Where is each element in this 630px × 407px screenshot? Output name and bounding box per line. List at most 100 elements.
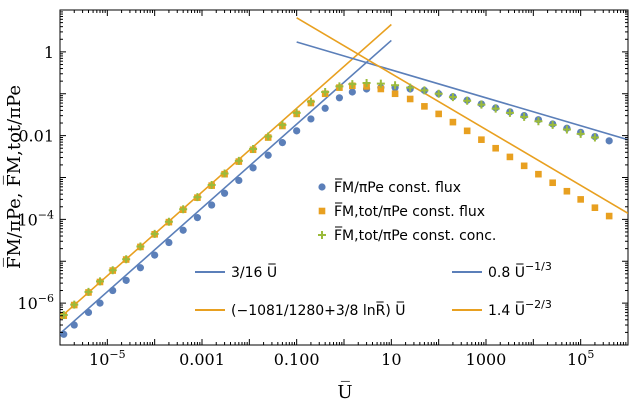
data-point-circle [249, 164, 257, 172]
x-tick-label: 1000 [466, 350, 507, 369]
legend-marker-label: F̅M,tot/πPe const. conc. [334, 226, 496, 244]
data-point-circle [220, 189, 229, 197]
plot-area-border [59, 9, 629, 346]
data-point-square [591, 204, 599, 212]
legend-marker-square [318, 207, 326, 215]
y-tick-label: 0.01 [18, 127, 54, 146]
data-point-plus [193, 193, 202, 202]
data-point-circle [96, 299, 104, 307]
data-point-square [535, 170, 542, 178]
data-point-circle [122, 276, 130, 284]
data-point-circle [136, 264, 145, 272]
fit-line [296, 41, 628, 141]
data-point-plus [505, 108, 514, 117]
data-point-circle [293, 127, 301, 135]
data-point-square [520, 162, 528, 170]
legend-line-label: (−1081/1280+3/8 lnR̅) U̅ [231, 301, 406, 319]
data-point-circle [321, 104, 329, 112]
x-tick-label: 0.100 [274, 350, 320, 369]
data-point-circle [109, 286, 117, 295]
data-point-square [449, 118, 457, 126]
data-point-plus [362, 79, 371, 88]
data-point-square [492, 144, 499, 152]
fit-line [60, 39, 392, 335]
legend-line-label: 1.4 U̅−2/3 [488, 298, 552, 319]
data-point-plus [220, 169, 229, 178]
y-tick-label: 10−6 [17, 292, 54, 313]
data-point-plus [179, 205, 188, 214]
data-points [60, 79, 613, 338]
data-point-plus [434, 89, 443, 98]
data-point-plus [520, 112, 529, 121]
legend-marker-label: F̅M/πPe const. flux [334, 178, 461, 196]
data-point-plus [491, 104, 500, 113]
fit-lines [60, 17, 628, 335]
data-point-plus [534, 117, 543, 126]
x-tick-label: 105 [567, 348, 594, 369]
data-point-circle [605, 137, 613, 145]
data-point-plus [164, 217, 173, 226]
plot-content [60, 17, 628, 338]
data-point-plus [108, 266, 117, 275]
data-point-square [421, 103, 428, 110]
data-point-plus [477, 100, 486, 109]
data-point-plus [278, 120, 287, 129]
data-point-plus [391, 81, 400, 90]
data-point-plus [249, 144, 258, 153]
data-point-circle [307, 115, 315, 123]
data-point-square [506, 153, 514, 161]
data-point-circle [70, 321, 78, 329]
data-point-circle [193, 214, 202, 222]
data-point-plus [150, 229, 159, 238]
data-point-square [577, 196, 584, 203]
data-point-plus [406, 83, 415, 92]
data-point-circle [84, 308, 93, 317]
data-point-plus [306, 97, 315, 106]
data-point-circle [264, 151, 272, 159]
data-point-plus [60, 311, 68, 320]
data-point-square [377, 85, 385, 93]
data-point-circle [235, 176, 243, 185]
data-point-plus [335, 82, 344, 91]
data-point-plus [292, 108, 301, 117]
y-tick-label: 10−4 [17, 208, 54, 229]
data-point-square [549, 179, 556, 187]
legend-lines: 3/16 U̅ (−1081/1280+3/8 lnR̅) U̅ 0.8 U̅−1/… [195, 260, 552, 319]
data-point-plus [420, 86, 429, 95]
data-point-plus [234, 156, 243, 165]
y-axis-ticks: 1 0.01 10−4 10−6 [17, 9, 628, 346]
y-tick-label: 1 [44, 43, 54, 62]
data-point-plus [590, 133, 599, 142]
data-point-circle [208, 201, 216, 209]
data-point-plus [376, 79, 385, 88]
data-point-plus [70, 300, 79, 309]
data-point-circle [335, 94, 344, 102]
x-axis-title: U̅ [337, 381, 352, 403]
data-point-circle [165, 238, 173, 247]
data-point-plus [84, 287, 93, 296]
data-point-plus [207, 181, 216, 190]
data-point-circle [179, 226, 187, 234]
x-axis-ticks: 10−5 0.001 0.100 10 1000 105 [59, 10, 629, 369]
data-point-plus [264, 132, 273, 141]
data-point-circle [151, 251, 159, 259]
data-point-circle [278, 139, 287, 147]
data-point-plus [348, 80, 357, 89]
legend-line-label: 3/16 U̅ [231, 263, 277, 281]
plot-frame [59, 9, 629, 346]
data-point-circle [60, 330, 68, 338]
data-point-square [391, 90, 399, 98]
data-point-square [563, 187, 571, 195]
data-point-plus [576, 129, 585, 138]
data-point-square [463, 127, 471, 135]
data-point-plus [463, 96, 472, 105]
data-point-plus [96, 277, 105, 286]
x-tick-label: 0.001 [179, 350, 225, 369]
data-point-square [605, 212, 613, 220]
legend-marker-plus [318, 231, 326, 239]
x-tick-label: 10−5 [89, 348, 126, 369]
legend-marker-circle [318, 183, 326, 191]
legend-line-label: 0.8 U̅−1/3 [488, 260, 552, 281]
data-point-square [435, 110, 442, 118]
